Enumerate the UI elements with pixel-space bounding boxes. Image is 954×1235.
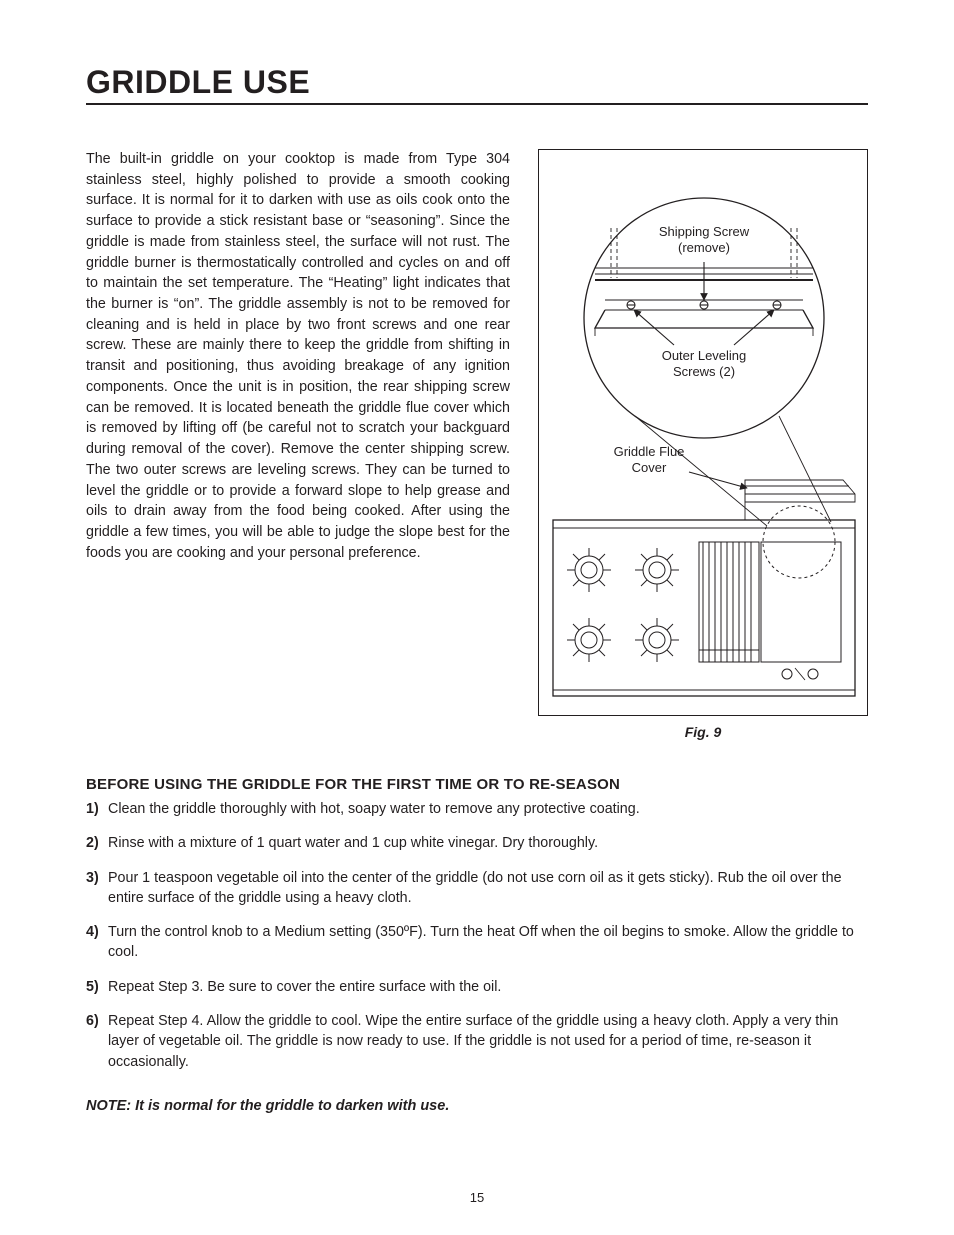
section-heading: BEFORE USING THE GRIDDLE FOR THE FIRST T…: [86, 776, 868, 793]
label-outer-leveling-2: Screws (2): [673, 364, 735, 379]
note: NOTE: It is normal for the griddle to da…: [86, 1098, 868, 1114]
step-item: 1) Clean the griddle thoroughly with hot…: [86, 799, 868, 819]
step-number: 2): [86, 833, 108, 853]
step-text: Pour 1 teaspoon vegetable oil into the c…: [108, 868, 868, 909]
step-item: 6) Repeat Step 4. Allow the griddle to c…: [86, 1011, 868, 1072]
step-item: 2) Rinse with a mixture of 1 quart water…: [86, 833, 868, 853]
page-title: GRIDDLE USE: [86, 64, 868, 105]
label-shipping-screw-2: (remove): [678, 240, 730, 255]
figure-wrapper: Shipping Screw (remove) Outer Leveling S…: [538, 149, 868, 740]
step-number: 5): [86, 977, 108, 997]
label-griddle-flue-2: Cover: [632, 460, 667, 475]
step-text: Repeat Step 4. Allow the griddle to cool…: [108, 1011, 868, 1072]
figure-caption: Fig. 9: [538, 724, 868, 740]
label-shipping-screw-1: Shipping Screw: [659, 224, 750, 239]
step-item: 5) Repeat Step 3. Be sure to cover the e…: [86, 977, 868, 997]
step-number: 1): [86, 799, 108, 819]
step-text: Repeat Step 3. Be sure to cover the enti…: [108, 977, 868, 997]
step-text: Rinse with a mixture of 1 quart water an…: [108, 833, 868, 853]
figure-9: Shipping Screw (remove) Outer Leveling S…: [538, 149, 868, 716]
step-number: 6): [86, 1011, 108, 1072]
two-column-layout: The built-in griddle on your cooktop is …: [86, 149, 868, 740]
griddle-diagram: Shipping Screw (remove) Outer Leveling S…: [539, 150, 869, 710]
step-text: Clean the griddle thoroughly with hot, s…: [108, 799, 868, 819]
step-text: Turn the control knob to a Medium settin…: [108, 922, 868, 963]
steps-list: 1) Clean the griddle thoroughly with hot…: [86, 799, 868, 1072]
step-item: 4) Turn the control knob to a Medium set…: [86, 922, 868, 963]
step-number: 4): [86, 922, 108, 963]
step-number: 3): [86, 868, 108, 909]
label-griddle-flue-1: Griddle Flue: [614, 444, 685, 459]
step-item: 3) Pour 1 teaspoon vegetable oil into th…: [86, 868, 868, 909]
intro-paragraph: The built-in griddle on your cooktop is …: [86, 149, 510, 563]
page-number: 15: [0, 1190, 954, 1205]
label-outer-leveling-1: Outer Leveling: [662, 348, 747, 363]
